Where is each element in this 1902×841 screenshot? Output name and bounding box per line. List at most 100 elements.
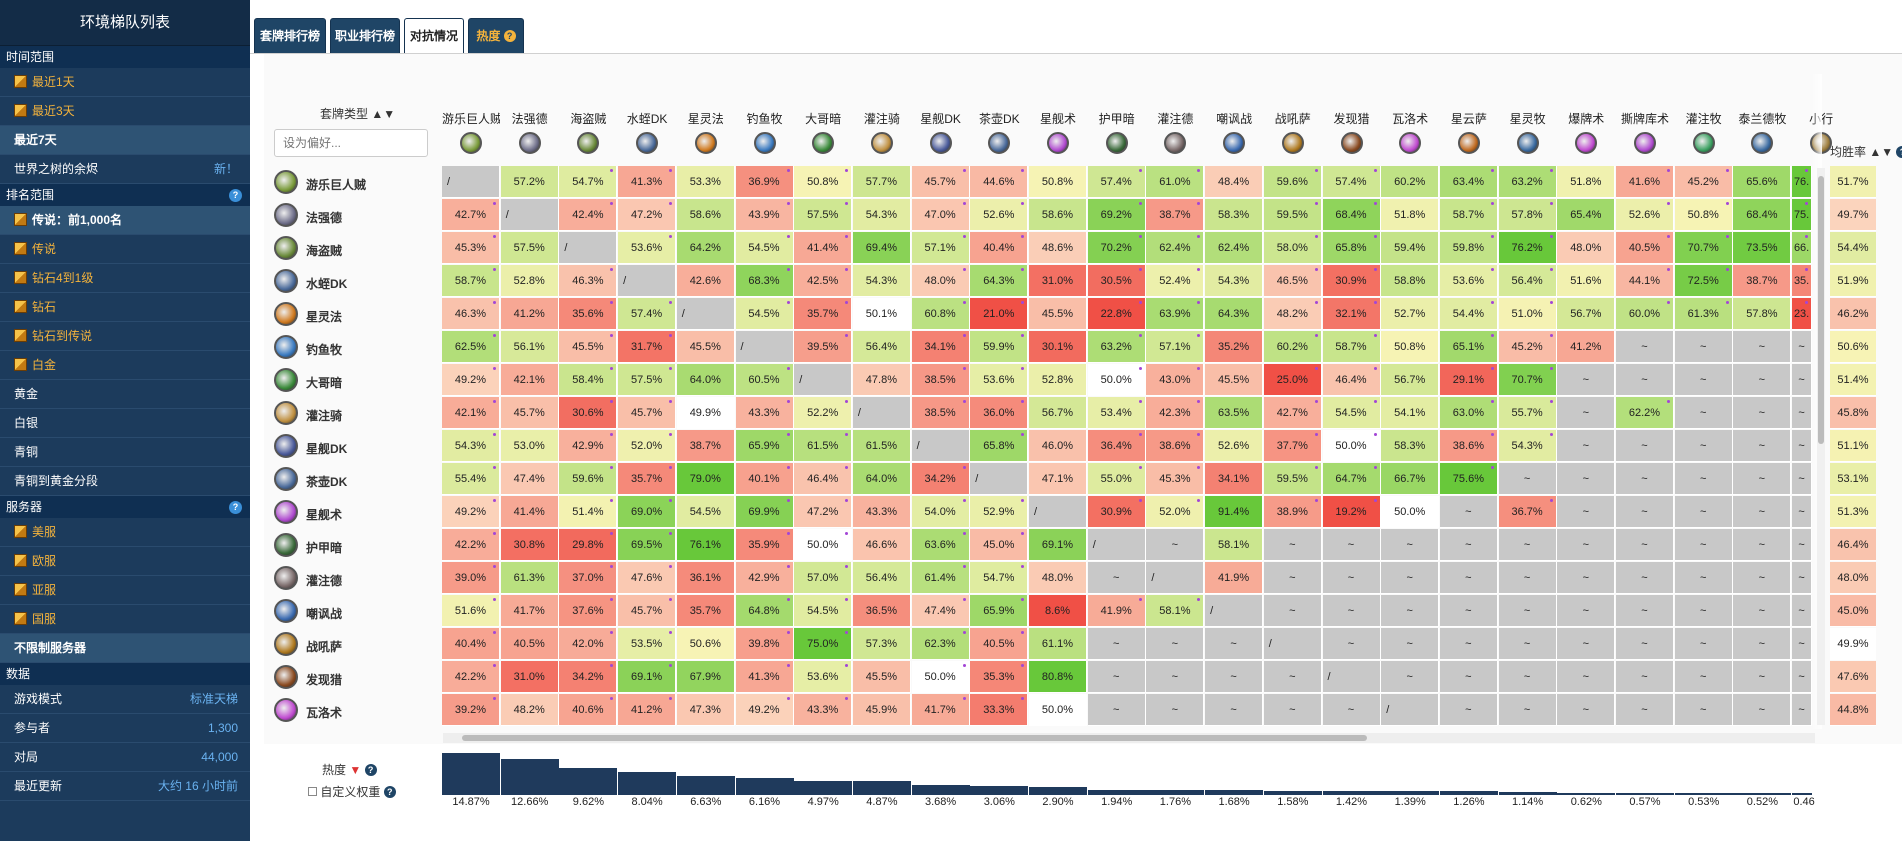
matchup-cell[interactable]: 40.6% xyxy=(559,694,618,726)
matchup-cell[interactable]: 54.5% xyxy=(735,298,794,330)
matchup-cell[interactable]: 59.5% xyxy=(1263,199,1322,231)
sidebar-item-rank-6[interactable]: 黄金 xyxy=(0,380,250,409)
matchup-cell[interactable]: 54.1% xyxy=(1381,397,1440,429)
matchup-cell[interactable]: ~ xyxy=(1205,661,1264,693)
row-label[interactable]: 水蛭DK xyxy=(306,277,348,291)
sidebar-item-rank-2[interactable]: 钻石4到1级 xyxy=(0,264,250,293)
matchup-cell[interactable]: 61.4% xyxy=(911,562,970,594)
scroll-thumb[interactable] xyxy=(1818,176,1824,444)
matchup-cell[interactable]: / xyxy=(970,463,1029,495)
matchup-cell[interactable]: 50.0% xyxy=(1087,364,1146,396)
matchup-cell[interactable]: 65.1% xyxy=(1439,331,1498,363)
column-header[interactable]: 星云萨 xyxy=(1450,112,1487,126)
matchup-cell[interactable]: 56.4% xyxy=(1498,265,1557,297)
matchup-cell[interactable]: 42.0% xyxy=(559,628,618,660)
matchup-cell[interactable]: 57.5% xyxy=(794,199,853,231)
matchup-cell[interactable]: 25.0% xyxy=(1263,364,1322,396)
column-header[interactable]: 茶壶DK xyxy=(978,112,1020,126)
matchup-cell[interactable]: 43.9% xyxy=(735,199,794,231)
row-label[interactable]: 战吼萨 xyxy=(306,640,343,654)
matchup-cell[interactable]: 73.5% xyxy=(1733,232,1792,264)
matchup-cell[interactable]: 35.9% xyxy=(735,529,794,561)
matchup-cell[interactable]: 31.0% xyxy=(1029,265,1087,297)
matchup-cell[interactable]: 40.5% xyxy=(970,628,1029,660)
matchup-cell[interactable]: 41.4% xyxy=(794,232,853,264)
matchup-cell[interactable]: 39.2% xyxy=(442,694,500,726)
matchup-cell[interactable]: ~ xyxy=(1616,463,1674,495)
matchup-cell[interactable]: ~ xyxy=(1498,628,1557,660)
column-header[interactable]: 法强德 xyxy=(511,112,548,126)
matchup-cell[interactable]: 35.7% xyxy=(676,595,735,627)
matchup-cell[interactable]: 42.7% xyxy=(442,199,500,231)
matchup-cell[interactable]: ~ xyxy=(1557,562,1616,594)
matchup-cell[interactable]: 50.0% xyxy=(794,529,853,561)
matchup-cell[interactable]: 59.6% xyxy=(1263,166,1322,198)
matchup-cell[interactable]: 8.6% xyxy=(1029,595,1087,627)
matchup-cell[interactable]: 34.2% xyxy=(911,463,970,495)
matchup-cell[interactable]: 41.3% xyxy=(618,166,677,198)
matchup-cell[interactable]: 40.5% xyxy=(500,628,559,660)
matchup-cell[interactable]: 48.6% xyxy=(1029,232,1087,264)
matchup-cell[interactable]: 62.3% xyxy=(911,628,970,660)
matchup-cell[interactable]: ~ xyxy=(1733,397,1792,429)
matchup-cell[interactable]: ~ xyxy=(1674,463,1733,495)
matchup-cell[interactable]: 19.2% xyxy=(1322,496,1381,528)
matchup-cell[interactable]: ~ xyxy=(1557,661,1616,693)
matchup-cell[interactable]: ~ xyxy=(1263,694,1322,726)
matchup-cell[interactable]: / xyxy=(911,430,970,462)
matchup-cell[interactable]: 42.1% xyxy=(500,364,559,396)
matchup-cell[interactable]: 46.6% xyxy=(852,529,911,561)
matchup-cell[interactable]: ~ xyxy=(1792,661,1813,693)
matchup-cell[interactable]: ~ xyxy=(1792,562,1813,594)
matchup-cell[interactable]: 52.9% xyxy=(970,496,1029,528)
matchup-cell[interactable]: 53.5% xyxy=(618,628,677,660)
matchup-cell[interactable]: 69.4% xyxy=(852,232,911,264)
matchup-cell[interactable]: 35.3% xyxy=(970,661,1029,693)
matchup-cell[interactable]: 60.5% xyxy=(735,364,794,396)
matchup-cell[interactable]: ~ xyxy=(1733,364,1792,396)
column-header[interactable]: 水蛭DK xyxy=(626,112,668,126)
matchup-cell[interactable]: 22.8% xyxy=(1087,298,1146,330)
matchup-cell[interactable]: 41.7% xyxy=(500,595,559,627)
matchup-cell[interactable]: 51.0% xyxy=(1498,298,1557,330)
column-header[interactable]: 星舰DK xyxy=(920,112,961,126)
matchup-cell[interactable]: 42.4% xyxy=(559,199,618,231)
matchup-cell[interactable]: 47.2% xyxy=(794,496,853,528)
popularity-sort[interactable]: 热度 ▼ ? xyxy=(322,761,377,778)
matchup-cell[interactable]: ~ xyxy=(1087,562,1146,594)
matchup-cell[interactable]: 57.7% xyxy=(852,166,911,198)
matchup-cell[interactable]: 69.0% xyxy=(618,496,677,528)
matchup-cell[interactable]: ~ xyxy=(1557,628,1616,660)
matchup-cell[interactable]: 57.2% xyxy=(500,166,559,198)
column-header[interactable]: 灌注牧 xyxy=(1685,112,1722,126)
matchup-cell[interactable]: ~ xyxy=(1674,595,1733,627)
matchup-cell[interactable]: 42.9% xyxy=(559,430,618,462)
matchup-cell[interactable]: 68.3% xyxy=(735,265,794,297)
matchup-cell[interactable]: ~ xyxy=(1439,694,1498,726)
row-label[interactable]: 星灵法 xyxy=(306,310,343,324)
matchup-cell[interactable]: / xyxy=(618,265,677,297)
matchup-cell[interactable]: 69.1% xyxy=(1029,529,1087,561)
matchup-cell[interactable]: ~ xyxy=(1322,628,1381,660)
matchup-cell[interactable]: 63.6% xyxy=(911,529,970,561)
matchup-cell[interactable]: 38.5% xyxy=(911,397,970,429)
matchup-cell[interactable]: 50.0% xyxy=(911,661,970,693)
matchup-cell[interactable]: 45.7% xyxy=(911,166,970,198)
matchup-cell[interactable]: 47.4% xyxy=(500,463,559,495)
matchup-cell[interactable]: ~ xyxy=(1381,562,1440,594)
matchup-cell[interactable]: 45.0% xyxy=(970,529,1029,561)
matchup-cell[interactable]: 57.8% xyxy=(1733,298,1792,330)
matchup-cell[interactable]: 59.9% xyxy=(970,331,1029,363)
matchup-cell[interactable]: 61.0% xyxy=(1146,166,1205,198)
matchup-cell[interactable]: 69.1% xyxy=(618,661,677,693)
matchup-cell[interactable]: 54.3% xyxy=(1205,265,1264,297)
matchup-cell[interactable]: 54.4% xyxy=(1439,298,1498,330)
matchup-cell[interactable]: 45.7% xyxy=(500,397,559,429)
tab-deck-ranking[interactable]: 套牌排行榜 xyxy=(254,18,326,54)
matchup-cell[interactable]: 52.6% xyxy=(1205,430,1264,462)
matchup-cell[interactable]: 64.3% xyxy=(1205,298,1264,330)
column-header[interactable]: 撕牌库术 xyxy=(1620,112,1669,126)
matchup-cell[interactable]: 42.7% xyxy=(1263,397,1322,429)
matchup-cell[interactable]: 49.2% xyxy=(442,364,500,396)
matchup-cell[interactable]: ~ xyxy=(1263,529,1322,561)
